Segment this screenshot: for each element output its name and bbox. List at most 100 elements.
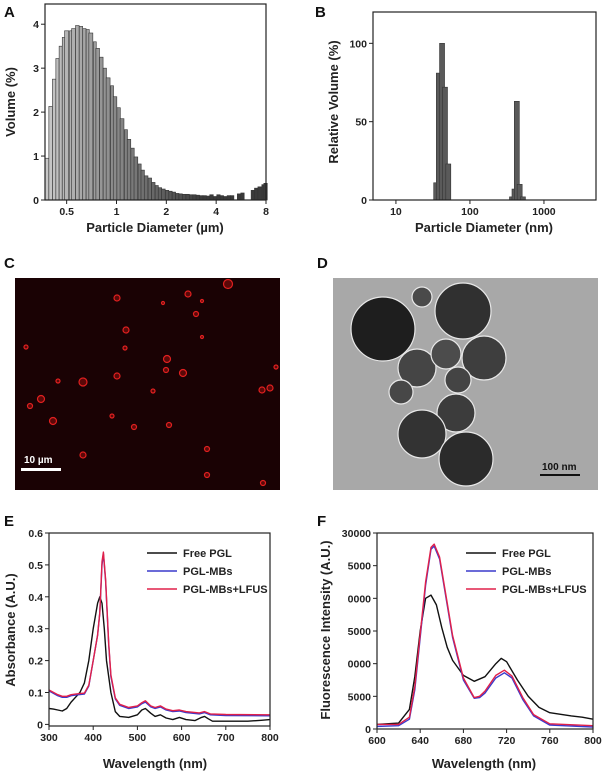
nanoparticle — [397, 348, 437, 388]
series-line-free-pgl — [376, 594, 594, 726]
legend-label: Free PGL — [502, 548, 551, 560]
bar — [216, 194, 221, 201]
bar — [250, 190, 255, 201]
microbubble — [160, 300, 166, 306]
chart-f: Free PGL PGL-MBs PGL-MBs+LFUS 600 640 680 720 7… — [318, 528, 602, 771]
bar — [112, 96, 118, 201]
y-tick-label: 0000 — [348, 659, 372, 671]
bar — [192, 194, 197, 201]
microbubble — [36, 394, 46, 404]
bar — [55, 58, 60, 201]
panel-label-a: A — [4, 4, 15, 21]
microbubble — [122, 326, 130, 334]
y-tick-label: 5000 — [348, 626, 372, 638]
panel-label-e: E — [4, 513, 14, 530]
x-tick-label: 400 — [84, 732, 102, 744]
bar — [195, 194, 200, 201]
bar — [188, 194, 194, 201]
legend-label: Free PGL — [183, 548, 232, 560]
x-tick-label: 720 — [498, 735, 516, 747]
bar — [154, 185, 159, 201]
plot-frame — [48, 532, 271, 727]
plot-frame — [44, 3, 267, 201]
microbubble — [273, 364, 279, 370]
microbubble — [192, 310, 200, 318]
microbubble — [113, 372, 121, 380]
panel-label-f: F — [317, 513, 326, 530]
bar — [143, 175, 149, 201]
bar — [181, 193, 187, 201]
microbubble — [113, 294, 121, 302]
microbubble — [203, 471, 211, 479]
scale-bar — [540, 474, 580, 476]
y-axis-label: Relative Volume (%) — [326, 40, 341, 163]
microbubble — [162, 354, 172, 364]
microbubble — [199, 334, 205, 340]
bar — [171, 191, 176, 201]
y-tick-label: 0 — [37, 719, 43, 731]
bar — [78, 26, 83, 201]
chart-e: Free PGL PGL-MBs PGL-MBs+LFUS 300 400 500 600 7… — [3, 528, 279, 771]
microbubble — [48, 416, 58, 426]
y-tick-label: 0000 — [348, 593, 372, 605]
bar — [240, 192, 245, 201]
series-line-pgl-mbs — [376, 545, 594, 728]
x-tick-label: 700 — [217, 732, 235, 744]
microbubble — [109, 413, 115, 419]
microbubble — [258, 386, 266, 394]
bar — [257, 186, 262, 201]
x-tick-label: 760 — [541, 735, 559, 747]
bar — [165, 190, 170, 201]
bar — [130, 147, 135, 201]
microbubble — [165, 421, 173, 429]
series-line-pgl-mbs-lfus — [377, 543, 594, 727]
microbubble — [122, 345, 128, 351]
y-axis-label: Absorbance (A.U.) — [3, 573, 18, 686]
y-tick-label: 4 — [33, 19, 39, 31]
y-tick-label: 50 — [355, 117, 367, 129]
x-tick-label: 8 — [263, 206, 269, 218]
scale-bar-label: 100 nm — [542, 462, 577, 473]
legend-label: PGL-MBs — [502, 566, 552, 578]
y-tick-label: 100 — [349, 38, 367, 50]
x-axis-label: Particle Diameter (µm) — [86, 220, 224, 235]
microbubble — [222, 278, 234, 290]
bar — [140, 169, 145, 201]
fluorescence-image: 10 µm — [15, 278, 280, 490]
x-axis-label: Wavelength (nm) — [103, 756, 207, 771]
bar — [237, 193, 242, 201]
y-tick-label: 0 — [365, 724, 371, 736]
microbubble — [162, 366, 170, 374]
nanoparticle — [444, 366, 472, 394]
bar — [202, 195, 207, 201]
y-tick-label: 0 — [361, 195, 367, 207]
panel-label-d: D — [317, 255, 328, 272]
x-axis-label: Particle Diameter (nm) — [415, 220, 553, 235]
microbubble — [78, 377, 88, 387]
bar — [147, 177, 152, 201]
panel-label-b: B — [315, 4, 326, 21]
microbubble — [178, 368, 188, 378]
bar — [48, 106, 53, 201]
bar — [219, 195, 224, 201]
bar — [71, 28, 76, 201]
series-line-pgl-mbs-lfus — [48, 551, 271, 716]
microbubble — [203, 445, 211, 453]
x-tick-label: 800 — [584, 735, 602, 747]
bar — [445, 163, 452, 201]
image-background — [15, 278, 280, 490]
bar — [133, 156, 139, 201]
bar — [88, 32, 94, 201]
nanoparticle — [397, 409, 447, 459]
nanoparticle — [436, 393, 476, 433]
bar — [254, 187, 259, 201]
nanoparticle — [434, 282, 492, 340]
series-line-pgl-mbs — [48, 553, 271, 717]
x-tick-label: 640 — [411, 735, 429, 747]
bar — [161, 188, 166, 201]
bar — [52, 78, 57, 201]
panel-label-c: C — [4, 255, 15, 272]
bar — [58, 45, 63, 201]
y-tick-label: 2 — [33, 107, 39, 119]
